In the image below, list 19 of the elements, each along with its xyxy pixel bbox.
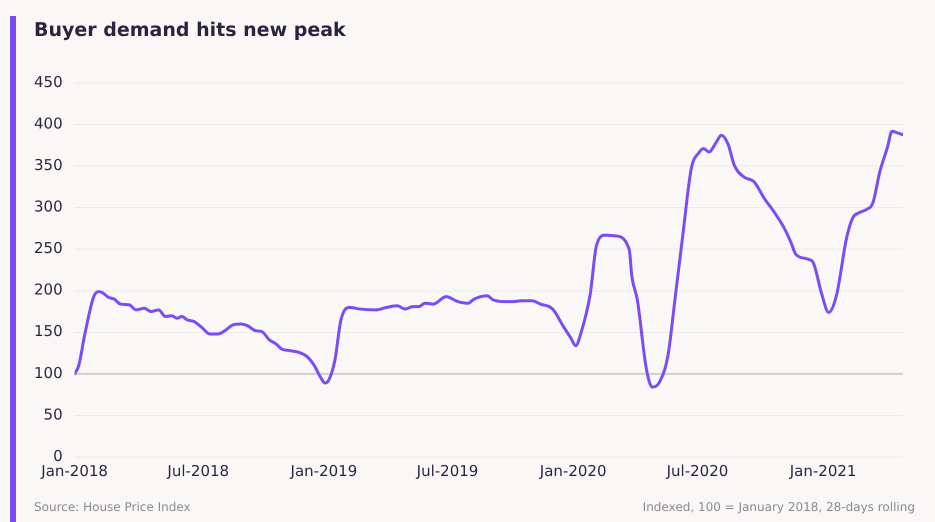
y-tick-label: 100 — [34, 364, 63, 382]
x-tick-label: Jan-2020 — [538, 462, 607, 480]
x-tick-label: Jul-2020 — [666, 462, 728, 480]
y-tick-label: 50 — [44, 405, 63, 424]
y-tick-label: 250 — [34, 239, 63, 258]
y-tick-label: 400 — [34, 114, 63, 132]
x-tick-label: Jan-2021 — [788, 462, 856, 480]
chart-title: Buyer demand hits new peak — [34, 19, 346, 41]
y-tick-label: 450 — [34, 72, 63, 91]
x-tick-label: Jul-2019 — [416, 462, 478, 480]
source-note: Source: House Price Index — [34, 500, 191, 514]
y-tick-label: 300 — [34, 198, 63, 216]
y-tick-label: 200 — [34, 280, 63, 299]
y-tick-label: 150 — [34, 322, 63, 340]
x-tick-label: Jan-2019 — [290, 462, 358, 480]
x-tick-label: Jul-2018 — [166, 462, 230, 480]
line-series — [74, 130, 903, 389]
y-tick-label: 350 — [34, 156, 63, 174]
text: Indexed, 100 = January 2018, 28-days rolling — [642, 500, 915, 514]
